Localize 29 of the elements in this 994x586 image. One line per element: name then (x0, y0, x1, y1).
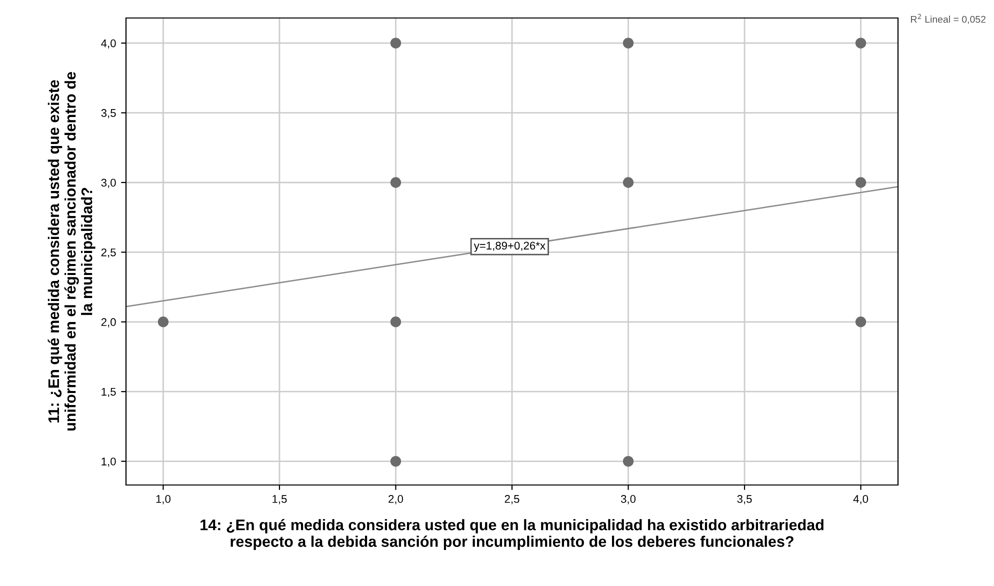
x-tick-label: 3,0 (620, 495, 636, 504)
y-tick-label: 2,5 (101, 248, 116, 258)
y-tick-label: 2,0 (101, 318, 116, 328)
point (390, 38, 402, 48)
x-tick-label: 3,5 (737, 495, 752, 504)
y-axis-title: 11: ¿En qué medida considera usted que existe uniformidad en el régimen sancionador dentro de la municipalidad? (48, 72, 96, 431)
y-tick-label: 3,5 (101, 109, 116, 118)
y-tick-label: 1,0 (102, 458, 116, 467)
text: R$^{2}$ Lineal = 0,052 (911, 14, 986, 24)
x-tick-label: 2,0 (388, 495, 404, 504)
x-tick-label: 4,0 (853, 495, 868, 504)
point (390, 316, 402, 328)
point (855, 177, 866, 188)
point (390, 177, 402, 188)
annotation: y=1,89+0,26*x (474, 242, 546, 252)
y-tick-label: 1,5 (102, 388, 116, 398)
x-tick-label: 2,5 (504, 495, 520, 504)
x-tick-label: 1,0 (156, 495, 170, 504)
point (622, 38, 634, 48)
point (855, 38, 866, 48)
point (622, 456, 634, 467)
x-tick-label: 1,5 (272, 495, 287, 504)
x-axis-title: 14: ¿En qué medida considera usted que en la municipalidad ha existido arbitrariedad respecto a la debida sanción por incumplimiento de los deberes funcionales? (200, 518, 824, 550)
point (622, 177, 634, 188)
point (855, 316, 866, 328)
point (390, 456, 402, 467)
y-tick-label: 4,0 (101, 39, 116, 49)
y-tick-label: 3,0 (101, 178, 116, 188)
point (158, 316, 169, 328)
